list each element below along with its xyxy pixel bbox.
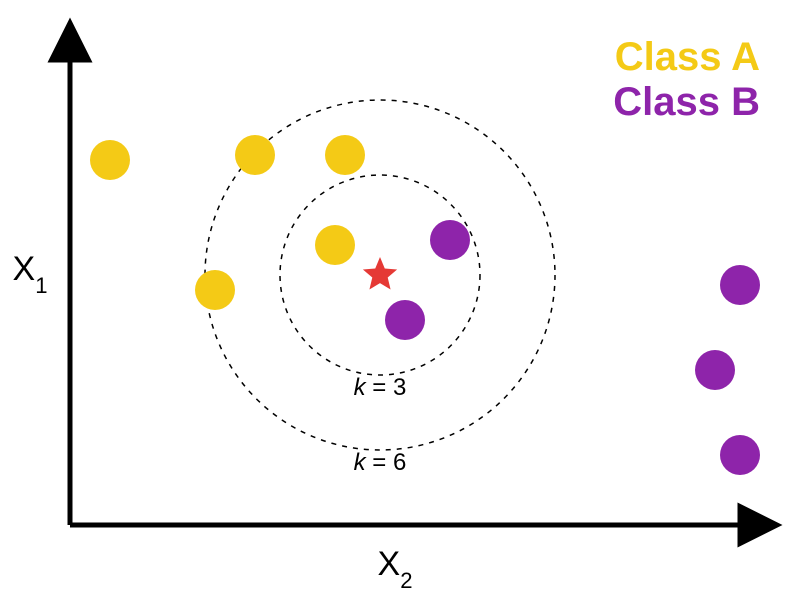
data-point-class-a [195,270,235,310]
data-point-class-b [695,350,735,390]
k-label: k = 6 [354,449,407,476]
legend-label: Class B [613,80,760,124]
data-point-class-a [235,135,275,175]
data-point-class-a [90,140,130,180]
data-point-class-b [720,435,760,475]
data-point-class-a [325,135,365,175]
k-label: k = 3 [354,374,407,401]
data-point-class-b [720,265,760,305]
data-point-class-b [385,300,425,340]
legend-label: Class A [615,35,760,79]
data-point-class-a [315,225,355,265]
knn-diagram: X1X2k = 3k = 6Class AClass B [0,0,800,600]
data-point-class-b [430,220,470,260]
